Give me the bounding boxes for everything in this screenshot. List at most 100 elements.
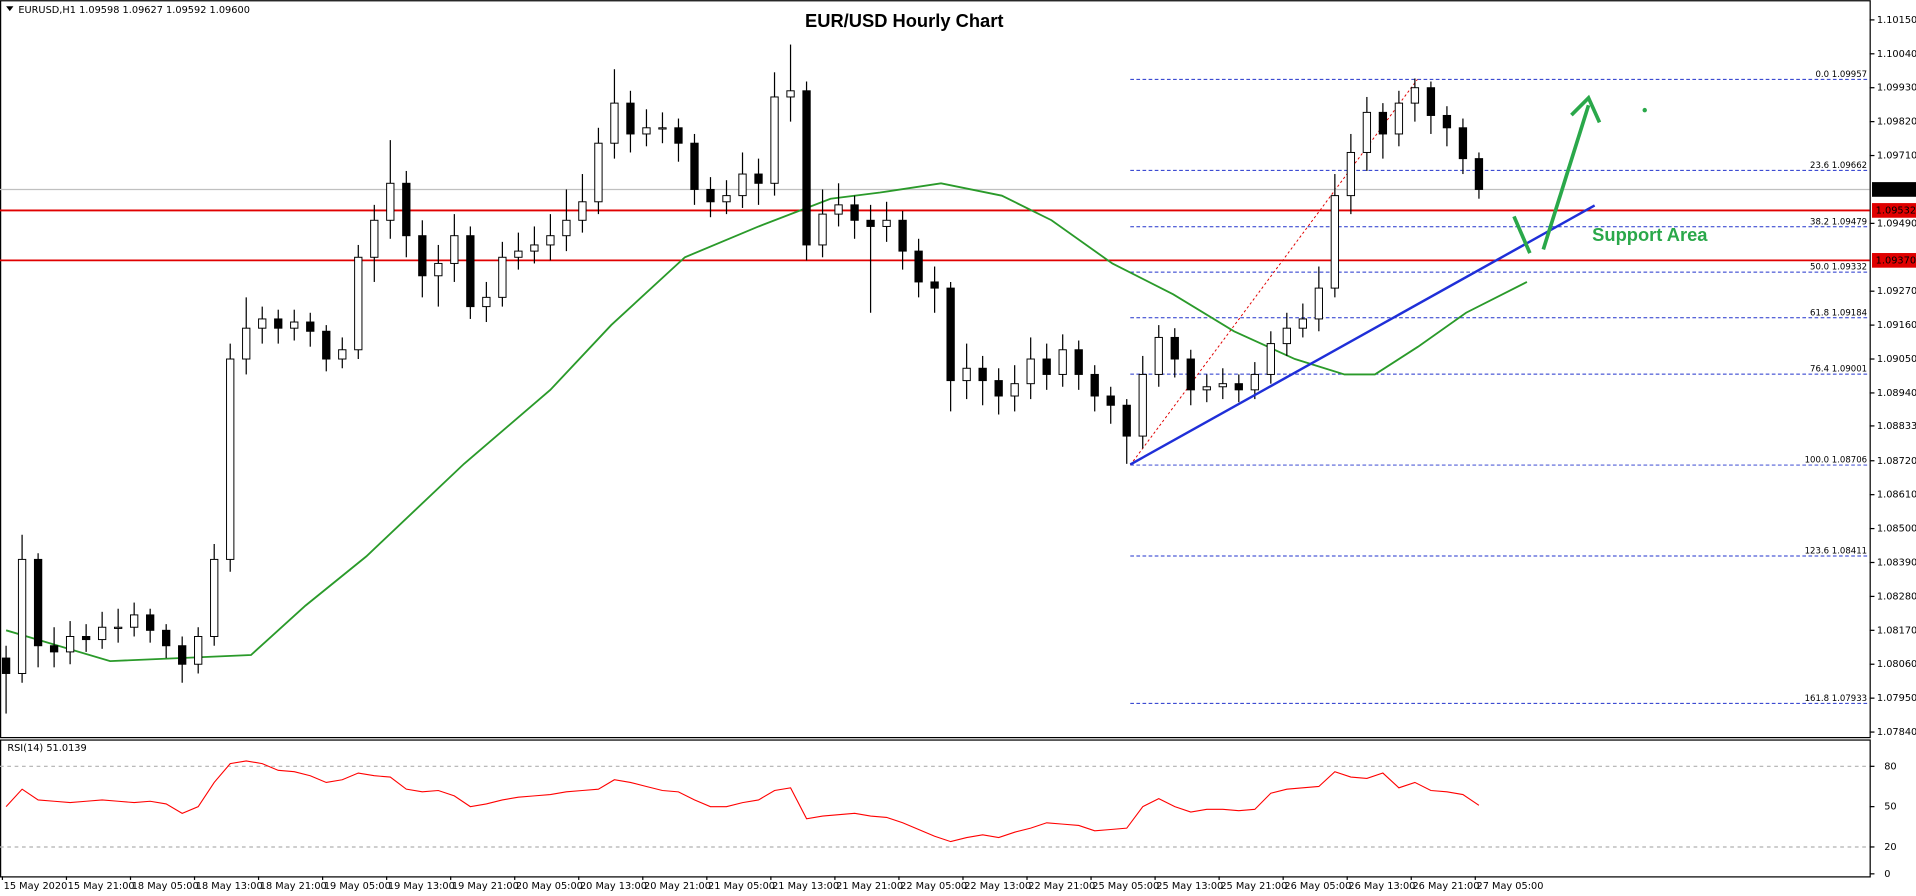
header-text: EURUSD,H1 1.09598 1.09627 1.09592 1.0960… <box>18 5 250 16</box>
level-label: 1.09370 <box>1876 255 1916 266</box>
x-tick-label: 20 May 21:00 <box>644 881 711 892</box>
y-tick-label: 1.09050 <box>1877 354 1916 365</box>
y-tick-label: 1.08280 <box>1877 591 1916 602</box>
candle-body <box>1426 87 1436 116</box>
candle-body <box>674 127 683 144</box>
candle-body <box>1314 287 1324 320</box>
x-tick-label: 27 May 05:00 <box>1476 881 1543 892</box>
x-tick-label: 21 May 21:00 <box>836 881 903 892</box>
y-tick-label: 1.08610 <box>1877 490 1916 501</box>
fib-label: 76.4 1.09001 <box>1810 365 1867 375</box>
x-tick-label: 18 May 05:00 <box>132 881 199 892</box>
candle-body <box>1186 358 1195 391</box>
candle-body <box>594 142 603 203</box>
candle-body <box>306 321 315 332</box>
y-tick-label: 1.08833 <box>1877 421 1916 432</box>
candle-body <box>370 219 379 258</box>
fib-label: 123.6 1.08411 <box>1805 547 1868 557</box>
candle-body <box>626 102 635 135</box>
candle-body <box>162 629 171 647</box>
y-tick-label: 1.09160 <box>1877 320 1916 331</box>
fib-label: 100.0 1.08706 <box>1805 456 1868 466</box>
y-tick-label: 1.09930 <box>1877 83 1916 94</box>
fib-label: 50.0 1.09332 <box>1810 263 1867 273</box>
candle-body <box>610 102 619 144</box>
x-tick-label: 18 May 21:00 <box>260 881 327 892</box>
candle-body <box>418 235 427 277</box>
candle-body <box>1154 336 1163 375</box>
x-tick-label: 26 May 05:00 <box>1284 881 1351 892</box>
x-tick-label: 21 May 13:00 <box>772 881 839 892</box>
price-panel-frame <box>0 0 1871 739</box>
y-tick-label: 1.09270 <box>1877 286 1916 297</box>
candle-body <box>466 235 475 308</box>
y-tick-label: 1.09820 <box>1877 117 1916 128</box>
level-box <box>1872 203 1916 218</box>
y-tick-label: 1.08390 <box>1877 557 1916 568</box>
candle-body <box>274 318 283 329</box>
y-tick-label: 20 <box>1884 842 1896 853</box>
x-tick-label: 19 May 21:00 <box>452 881 519 892</box>
fib-anchor <box>1129 79 1418 466</box>
candle-body <box>1074 349 1083 375</box>
y-tick-label: 1.10040 <box>1877 49 1916 60</box>
candle-body <box>1282 327 1291 345</box>
candle-body <box>146 614 155 631</box>
current-price-box <box>1872 182 1916 197</box>
x-tick-label: 22 May 13:00 <box>964 881 1031 892</box>
y-tick-label: 1.08170 <box>1877 625 1916 636</box>
candle-body <box>1346 151 1356 197</box>
candle-body <box>818 213 827 246</box>
candle-body <box>786 90 795 98</box>
candle-body <box>49 645 59 653</box>
candle-body <box>562 219 571 237</box>
header-arrow <box>6 6 14 12</box>
candle-body <box>754 173 763 184</box>
y-tick-label: 1.09710 <box>1877 151 1916 162</box>
candle-body <box>514 250 523 258</box>
x-tick-label: 25 May 21:00 <box>1220 881 1287 892</box>
x-tick-label: 26 May 13:00 <box>1348 881 1415 892</box>
candle-body <box>1410 87 1420 104</box>
candle-body <box>834 204 843 215</box>
candle-body <box>1458 127 1468 160</box>
candle-body <box>258 318 267 329</box>
candle-body <box>1010 383 1019 397</box>
x-tick-label: 22 May 05:00 <box>900 881 967 892</box>
y-tick-label: 80 <box>1884 761 1896 772</box>
candle-body <box>194 635 203 665</box>
candle-body <box>1378 111 1388 135</box>
candle-body <box>530 244 539 252</box>
candle-body <box>1058 349 1067 375</box>
chart-title: EUR/USD Hourly Chart <box>805 10 1003 31</box>
x-tick-label: 15 May 2020 <box>4 881 68 892</box>
candle-body <box>914 250 923 283</box>
candle-body <box>113 626 123 629</box>
candle-body <box>1394 102 1404 135</box>
candle-body <box>1090 373 1099 397</box>
candle-body <box>65 635 75 653</box>
candle-body <box>722 195 731 203</box>
candle-body <box>930 281 939 289</box>
candle-body <box>1202 386 1211 391</box>
candle-body <box>1362 111 1372 153</box>
rsi-line <box>5 760 1480 843</box>
fib-label: 61.8 1.09184 <box>1810 308 1867 318</box>
candle-body <box>354 256 363 351</box>
candle-body <box>1266 343 1275 375</box>
candle-body <box>17 558 27 674</box>
x-tick-label: 15 May 21:00 <box>68 881 135 892</box>
candle-body <box>882 219 891 227</box>
candle-body <box>706 188 715 203</box>
candle-body <box>130 614 139 628</box>
candle-body <box>81 635 91 641</box>
candle-body <box>642 127 651 135</box>
moving-average <box>5 182 1528 663</box>
x-tick-label: 19 May 05:00 <box>324 881 391 892</box>
x-tick-label: 22 May 21:00 <box>1028 881 1095 892</box>
x-tick-label: 20 May 13:00 <box>580 881 647 892</box>
candle-body <box>33 558 43 647</box>
